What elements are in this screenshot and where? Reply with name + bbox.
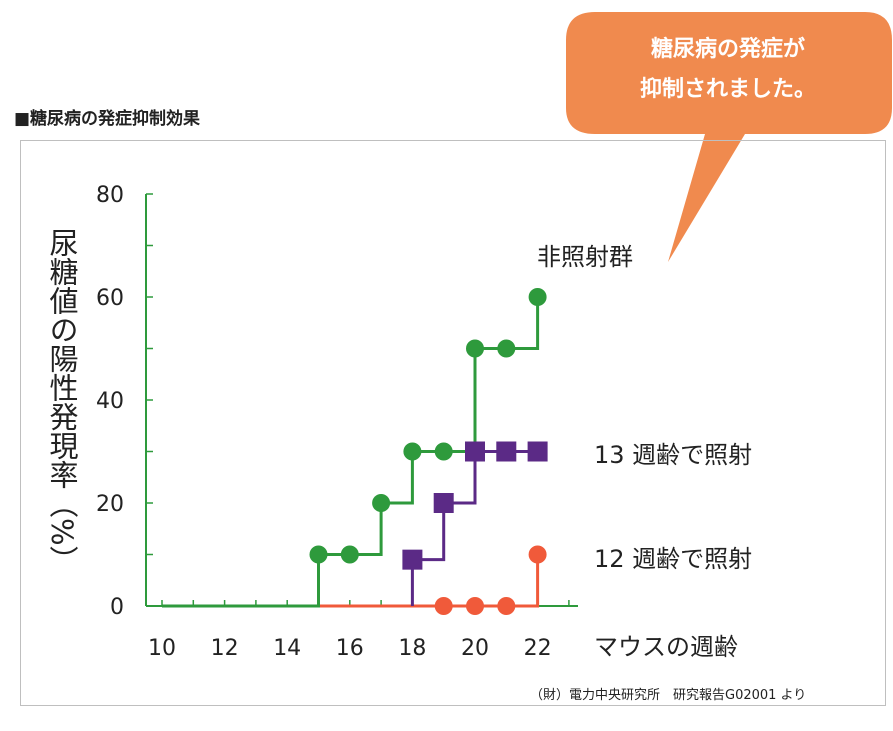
series-label: 12 週齢で照射 [594,545,752,573]
labels-layer: 0 20 40 60 80 10 12 14 16 18 20 22 マウスの週齢 非照射群 13 週齢で照… [96,183,752,661]
series-layer [162,288,548,615]
y-tick-label: 0 [110,595,124,620]
data-point [466,339,484,358]
x-tick-label: 18 [398,636,426,661]
y-tick-label: 20 [96,492,124,517]
data-point [528,288,547,306]
y-axis-label: 尿糖値の陽性発現率（%） [45,228,79,575]
callout-bubble [566,12,892,262]
data-point [309,545,328,564]
y-tick-label: 80 [96,183,124,208]
callout-line-1: 糖尿病の発症が [650,37,805,62]
data-point [402,549,423,570]
data-point [465,441,485,462]
chart-frame [20,140,886,706]
data-point [528,545,547,564]
x-tick-label: 16 [336,636,364,661]
x-tick-label: 10 [148,636,176,661]
source-note: （財）電力中央研究所 研究報告G02001 より [530,688,807,703]
y-tick-label: 60 [96,286,124,311]
data-point [434,442,453,461]
callout-line-2: 抑制されました。 [639,77,816,102]
series-label: 非照射群 [537,243,633,271]
x-tick-label: 22 [524,636,552,661]
x-tick-label: 14 [273,636,301,661]
series-label: 13 週齢で照射 [594,441,752,469]
data-point [372,494,391,512]
data-point [497,339,516,358]
chart-title: ■糖尿病の発症抑制効果 [14,109,201,129]
callout-text: 糖尿病の発症が 抑制されました。 [578,30,878,110]
data-point [433,493,454,513]
callout-bubble-shape [566,12,892,262]
x-axis-label: マウスの週齢 [594,633,738,661]
data-point [496,441,517,462]
x-tick-label: 12 [211,636,239,661]
data-point [434,597,453,615]
data-point [340,545,359,564]
y-tick-label: 40 [96,389,124,414]
x-tick-label: 20 [461,636,489,661]
data-point [497,597,516,615]
data-point [466,597,484,615]
data-point [403,442,422,461]
data-point [527,441,548,462]
